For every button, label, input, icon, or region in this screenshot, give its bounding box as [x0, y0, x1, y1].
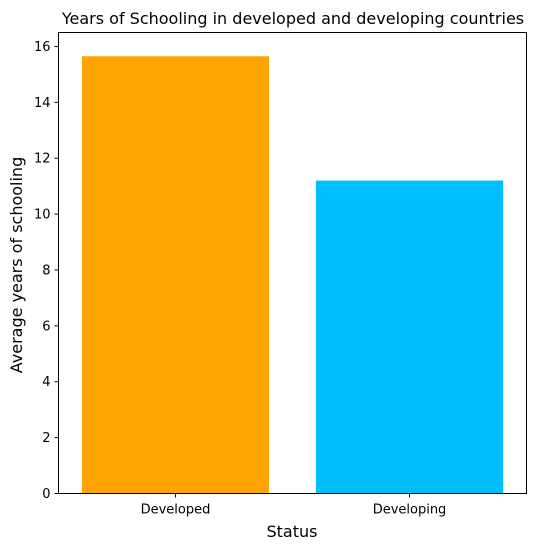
plot-frame [58, 32, 527, 494]
y-axis-label: Average years of schooling [7, 157, 26, 373]
plot-area: 0 2 4 6 8 10 12 14 16 Developed Developing [34, 32, 527, 518]
y-tick-label: 0 [42, 487, 50, 502]
bar-developed [81, 56, 270, 494]
y-tick-label: 12 [34, 152, 51, 167]
y-tick-label: 8 [42, 263, 50, 278]
bar-developing [315, 180, 504, 494]
y-tick-label: 10 [34, 208, 51, 223]
y-axis-ticks: 0 2 4 6 8 10 12 14 16 [34, 40, 59, 502]
y-tick-label: 6 [42, 319, 50, 334]
x-tick-label-developing: Developing [373, 503, 447, 518]
x-tick-label-developed: Developed [141, 503, 211, 518]
x-axis-ticks: Developed Developing [141, 493, 447, 518]
y-tick-label: 4 [42, 375, 50, 390]
y-tick-label: 16 [34, 40, 51, 55]
chart-title: Years of Schooling in developed and deve… [61, 9, 524, 28]
bars [81, 56, 504, 494]
y-tick-label: 14 [34, 96, 51, 111]
x-axis-label: Status [267, 522, 318, 541]
y-tick-label: 2 [42, 431, 50, 446]
